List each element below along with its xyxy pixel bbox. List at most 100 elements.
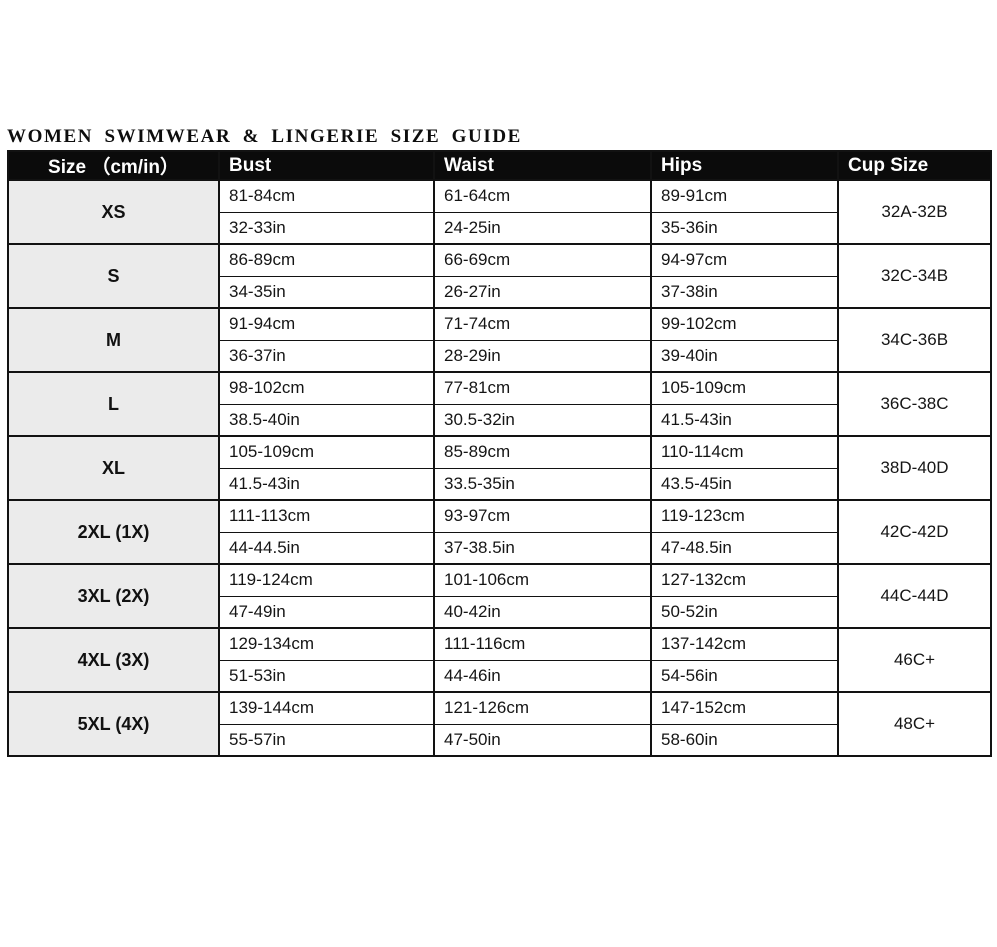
cup-size-value: 32A-32B bbox=[837, 179, 992, 245]
bust-cm-value: 119-124cm bbox=[218, 563, 435, 597]
hips-cm-value: 119-123cm bbox=[650, 499, 839, 533]
bust-in-value: 32-33in bbox=[218, 211, 435, 245]
waist-cm-value: 93-97cm bbox=[433, 499, 652, 533]
hips-in-value: 35-36in bbox=[650, 211, 839, 245]
table-row: 3XL (2X) 119-124cm 101-106cm 127-132cm 4… bbox=[7, 563, 992, 629]
bust-cm-value: 98-102cm bbox=[218, 371, 435, 405]
table-row: 41.5-43in 33.5-35in 43.5-45in bbox=[8, 467, 991, 501]
table-row: M 91-94cm 71-74cm 99-102cm 34C-36B bbox=[7, 307, 992, 373]
hips-cm-value: 147-152cm bbox=[650, 691, 839, 725]
bust-cm-value: 111-113cm bbox=[218, 499, 435, 533]
waist-cm-value: 101-106cm bbox=[433, 563, 652, 597]
bust-cm-value: 91-94cm bbox=[218, 307, 435, 341]
hips-cm-value: 110-114cm bbox=[650, 435, 839, 469]
cup-size-value: 34C-36B bbox=[837, 307, 992, 373]
bust-in-value: 41.5-43in bbox=[218, 467, 435, 501]
table-header: Size （cm/in） Bust Waist Hips Cup Size bbox=[7, 150, 992, 181]
cup-size-value: 42C-42D bbox=[837, 499, 992, 565]
header-row: Size （cm/in） Bust Waist Hips Cup Size bbox=[7, 150, 992, 181]
hips-in-value: 39-40in bbox=[650, 339, 839, 373]
size-label: L bbox=[7, 371, 220, 437]
column-header-waist: Waist bbox=[433, 150, 652, 181]
cup-size-value: 32C-34B bbox=[837, 243, 992, 309]
hips-in-value: 58-60in bbox=[650, 723, 839, 757]
table-row: 2XL (1X) 111-113cm 93-97cm 119-123cm 42C… bbox=[7, 499, 992, 565]
bust-cm-value: 139-144cm bbox=[218, 691, 435, 725]
size-label: 2XL (1X) bbox=[7, 499, 220, 565]
table-row: 32-33in 24-25in 35-36in bbox=[8, 211, 991, 245]
waist-in-value: 28-29in bbox=[433, 339, 652, 373]
table-row: 51-53in 44-46in 54-56in bbox=[8, 659, 991, 693]
hips-cm-value: 127-132cm bbox=[650, 563, 839, 597]
bust-in-value: 36-37in bbox=[218, 339, 435, 373]
waist-cm-value: 121-126cm bbox=[433, 691, 652, 725]
table-row: 5XL (4X) 139-144cm 121-126cm 147-152cm 4… bbox=[7, 691, 992, 757]
waist-cm-value: 61-64cm bbox=[433, 179, 652, 213]
size-label: M bbox=[7, 307, 220, 373]
hips-cm-value: 105-109cm bbox=[650, 371, 839, 405]
waist-in-value: 44-46in bbox=[433, 659, 652, 693]
waist-in-value: 30.5-32in bbox=[433, 403, 652, 437]
size-label: XL bbox=[7, 435, 220, 501]
bust-in-value: 34-35in bbox=[218, 275, 435, 309]
waist-in-value: 40-42in bbox=[433, 595, 652, 629]
hips-in-value: 41.5-43in bbox=[650, 403, 839, 437]
waist-in-value: 24-25in bbox=[433, 211, 652, 245]
table-row: 36-37in 28-29in 39-40in bbox=[8, 339, 991, 373]
column-header-bust: Bust bbox=[218, 150, 435, 181]
waist-cm-value: 111-116cm bbox=[433, 627, 652, 661]
hips-cm-value: 89-91cm bbox=[650, 179, 839, 213]
table-row: 44-44.5in 37-38.5in 47-48.5in bbox=[8, 531, 991, 565]
column-header-cup: Cup Size bbox=[837, 150, 992, 181]
column-header-hips: Hips bbox=[650, 150, 839, 181]
cup-size-value: 44C-44D bbox=[837, 563, 992, 629]
waist-cm-value: 71-74cm bbox=[433, 307, 652, 341]
size-label: 5XL (4X) bbox=[7, 691, 220, 757]
hips-in-value: 43.5-45in bbox=[650, 467, 839, 501]
table-row: 55-57in 47-50in 58-60in bbox=[8, 723, 991, 757]
hips-in-value: 50-52in bbox=[650, 595, 839, 629]
bust-cm-value: 129-134cm bbox=[218, 627, 435, 661]
size-label: XS bbox=[7, 179, 220, 245]
size-guide-table: Size （cm/in） Bust Waist Hips Cup Size XS… bbox=[7, 150, 992, 757]
table-row: 38.5-40in 30.5-32in 41.5-43in bbox=[8, 403, 991, 437]
hips-cm-value: 94-97cm bbox=[650, 243, 839, 277]
waist-cm-value: 85-89cm bbox=[433, 435, 652, 469]
hips-cm-value: 99-102cm bbox=[650, 307, 839, 341]
bust-cm-value: 105-109cm bbox=[218, 435, 435, 469]
size-label: 4XL (3X) bbox=[7, 627, 220, 693]
waist-in-value: 26-27in bbox=[433, 275, 652, 309]
cup-size-value: 46C+ bbox=[837, 627, 992, 693]
bust-in-value: 51-53in bbox=[218, 659, 435, 693]
bust-in-value: 44-44.5in bbox=[218, 531, 435, 565]
table-row: S 86-89cm 66-69cm 94-97cm 32C-34B bbox=[7, 243, 992, 309]
hips-in-value: 37-38in bbox=[650, 275, 839, 309]
cup-size-value: 36C-38C bbox=[837, 371, 992, 437]
table-row: XS 81-84cm 61-64cm 89-91cm 32A-32B bbox=[7, 179, 992, 245]
table-body: XS 81-84cm 61-64cm 89-91cm 32A-32B 32-33… bbox=[7, 179, 992, 757]
bust-cm-value: 86-89cm bbox=[218, 243, 435, 277]
waist-cm-value: 77-81cm bbox=[433, 371, 652, 405]
waist-cm-value: 66-69cm bbox=[433, 243, 652, 277]
cup-size-value: 48C+ bbox=[837, 691, 992, 757]
size-label: 3XL (2X) bbox=[7, 563, 220, 629]
size-label: S bbox=[7, 243, 220, 309]
table-row: L 98-102cm 77-81cm 105-109cm 36C-38C bbox=[7, 371, 992, 437]
column-header-size: Size （cm/in） bbox=[7, 150, 220, 181]
waist-in-value: 33.5-35in bbox=[433, 467, 652, 501]
table-row: 34-35in 26-27in 37-38in bbox=[8, 275, 991, 309]
cup-size-value: 38D-40D bbox=[837, 435, 992, 501]
table-row: XL 105-109cm 85-89cm 110-114cm 38D-40D bbox=[7, 435, 992, 501]
waist-in-value: 37-38.5in bbox=[433, 531, 652, 565]
page-title: WOMEN SWIMWEAR & LINGERIE SIZE GUIDE bbox=[7, 126, 522, 147]
hips-in-value: 54-56in bbox=[650, 659, 839, 693]
bust-in-value: 55-57in bbox=[218, 723, 435, 757]
hips-in-value: 47-48.5in bbox=[650, 531, 839, 565]
bust-in-value: 47-49in bbox=[218, 595, 435, 629]
table-row: 47-49in 40-42in 50-52in bbox=[8, 595, 991, 629]
table-row: 4XL (3X) 129-134cm 111-116cm 137-142cm 4… bbox=[7, 627, 992, 693]
hips-cm-value: 137-142cm bbox=[650, 627, 839, 661]
bust-cm-value: 81-84cm bbox=[218, 179, 435, 213]
bust-in-value: 38.5-40in bbox=[218, 403, 435, 437]
